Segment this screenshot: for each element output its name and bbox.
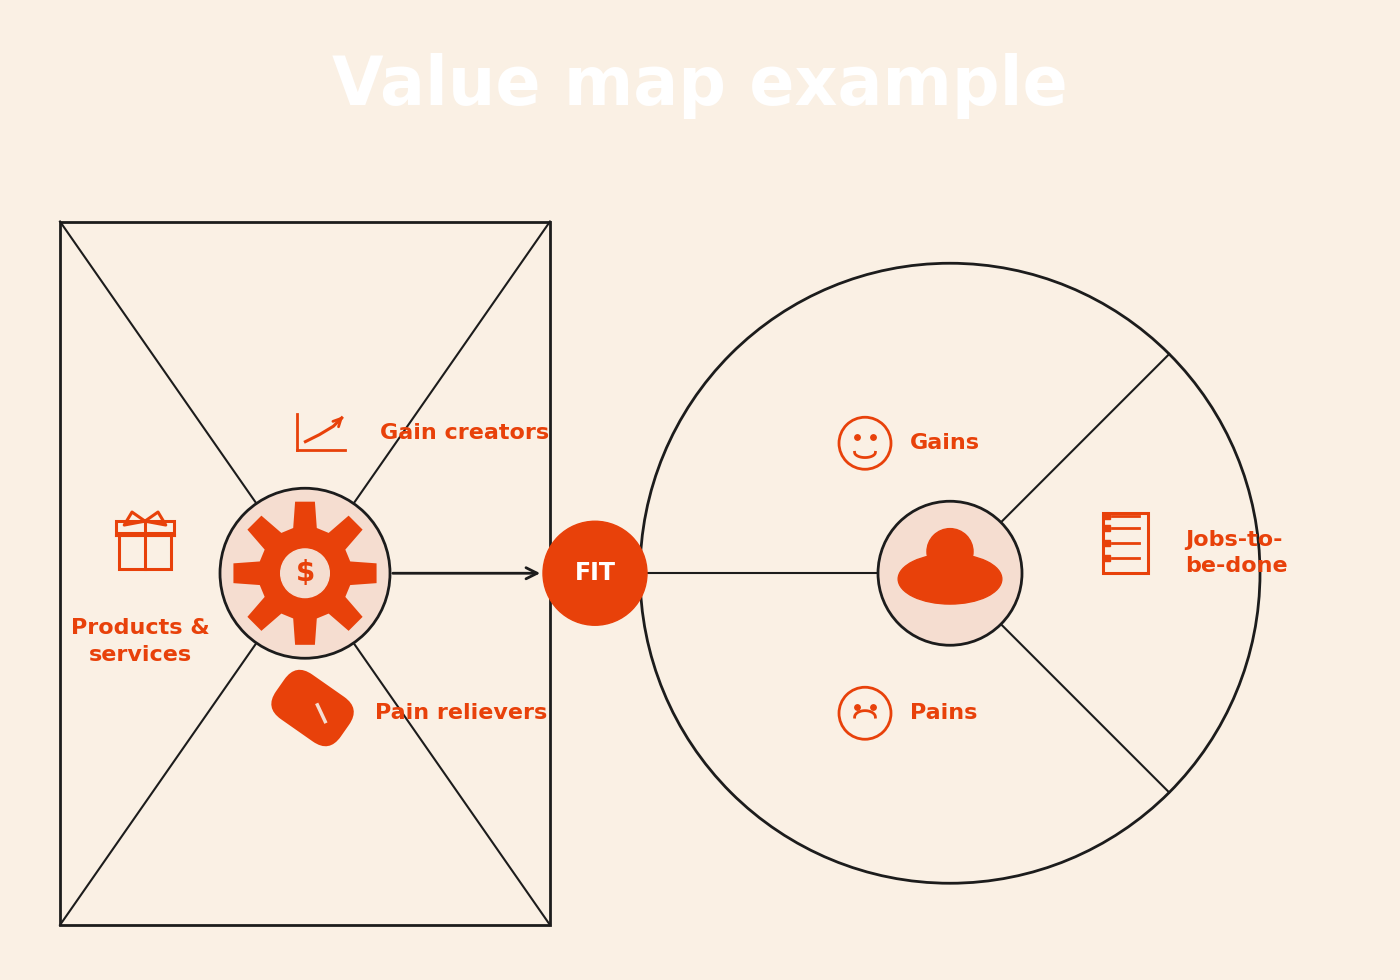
Bar [60, 221, 550, 925]
Text: Value map example: Value map example [332, 53, 1068, 119]
FancyBboxPatch shape [290, 683, 353, 745]
Circle shape [640, 264, 1260, 883]
Text: Gains: Gains [910, 433, 980, 453]
Text: $: $ [295, 560, 315, 587]
Text: Gain creators: Gain creators [379, 423, 549, 443]
Bar [1103, 514, 1148, 573]
Ellipse shape [899, 554, 1002, 604]
Text: Pains: Pains [910, 704, 977, 723]
Bar [116, 521, 174, 535]
Circle shape [878, 501, 1022, 645]
Text: FIT: FIT [574, 562, 616, 585]
Bar [119, 533, 171, 569]
Circle shape [543, 521, 647, 625]
Text: Jobs-to-
be-done: Jobs-to- be-done [1184, 530, 1288, 576]
Text: Products &
services: Products & services [70, 618, 210, 664]
Circle shape [280, 549, 329, 598]
Text: Pain relievers: Pain relievers [375, 704, 547, 723]
FancyBboxPatch shape [272, 669, 354, 747]
Circle shape [220, 488, 391, 659]
Circle shape [927, 528, 973, 574]
Polygon shape [234, 502, 377, 645]
